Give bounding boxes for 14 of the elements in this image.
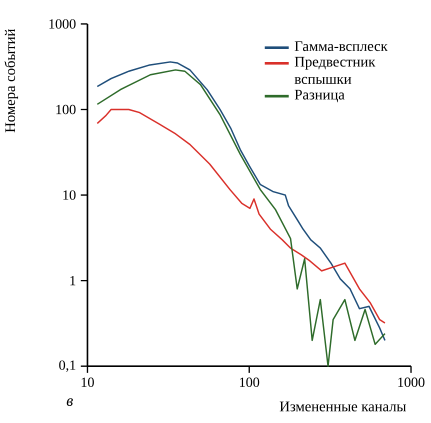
x-tick-label: 10 [82, 377, 94, 387]
y-axis-title: Номера событий [4, 28, 18, 132]
legend-label: Предвестник вспышки [294, 56, 376, 84]
legend-label: Гамма-всплеск [294, 41, 388, 51]
x-axis-title: Измененные каналы [280, 401, 406, 412]
y-tick-label: 1 [70, 276, 76, 286]
y-tick-label: 100 [56, 104, 76, 114]
x-tick-label: 1000 [398, 377, 424, 387]
y-tick-label: 1000 [49, 19, 76, 28]
legend-label: Разница [294, 90, 345, 102]
x-tick-label: 100 [240, 377, 260, 387]
text: в [66, 398, 73, 406]
y-tick-label: 0,1 [59, 360, 76, 372]
y-tick-label: 10 [63, 190, 76, 200]
